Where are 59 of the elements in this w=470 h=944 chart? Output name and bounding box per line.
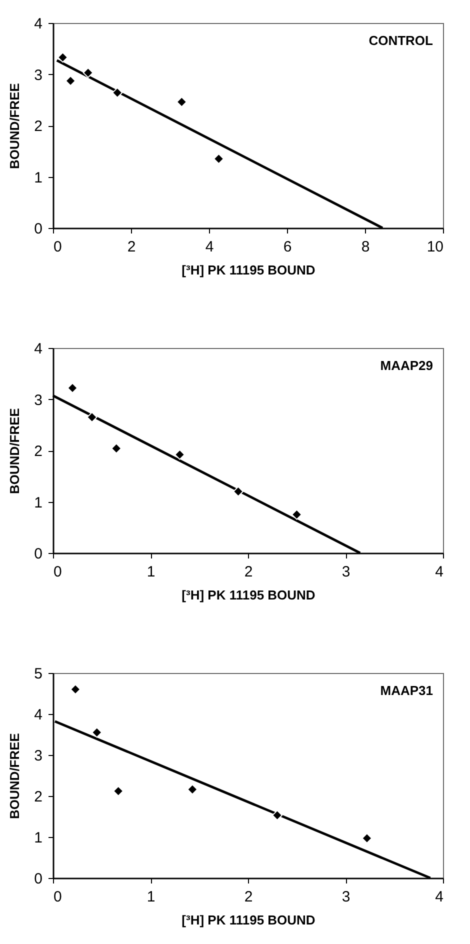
- point: [70, 684, 81, 695]
- x-tick-label: 3: [342, 564, 350, 580]
- point: [176, 96, 187, 108]
- point: [67, 382, 78, 394]
- y-tick-label: 4: [34, 16, 42, 32]
- point: [86, 412, 98, 422]
- y-tick-label: 2: [34, 118, 42, 135]
- x-tick-label: 0: [54, 238, 62, 256]
- y-tick-label: 0: [34, 546, 42, 562]
- x-tick-label: 3: [342, 888, 350, 906]
- point: [113, 786, 124, 796]
- x-tick-label: 4: [435, 564, 444, 580]
- y-tick-label: 2: [34, 788, 42, 806]
- point: [233, 486, 244, 497]
- y-axis-title: BOUND/FREE: [7, 408, 22, 494]
- y-tick-label: 3: [34, 66, 42, 84]
- point: [174, 449, 185, 460]
- annotation: MAAP29: [380, 358, 433, 373]
- y-tick-label: 4: [34, 340, 42, 358]
- x-tick-label: 2: [244, 564, 253, 580]
- y-tick-label: 0: [34, 220, 42, 238]
- point: [111, 443, 122, 454]
- x-tick-label: 10: [426, 238, 444, 256]
- y-tick-label: 1: [34, 169, 42, 186]
- y-tick-label: 1: [34, 494, 42, 512]
- point: [112, 87, 123, 98]
- x-axis-title: [³H] PK 11195 BOUND: [182, 262, 316, 278]
- annotation: CONTROL: [368, 33, 434, 48]
- x-axis-title: [³H] PK 11195 BOUND: [182, 912, 316, 928]
- x-tick-label: 4: [205, 238, 214, 256]
- y-tick-label: 1: [34, 830, 42, 846]
- point: [272, 810, 282, 821]
- x-tick-label: 0: [54, 888, 62, 906]
- point: [58, 52, 68, 63]
- x-tick-label: 8: [361, 238, 370, 256]
- y-tick-label: 3: [34, 748, 42, 764]
- y-axis-title: BOUND/FREE: [7, 732, 22, 819]
- point: [65, 76, 76, 86]
- x-tick-label: 2: [244, 888, 253, 906]
- point: [92, 727, 102, 738]
- x-tick-label: 0: [54, 564, 62, 580]
- x-tick-label: 6: [283, 238, 292, 256]
- x-tick-label: 1: [146, 564, 156, 580]
- y-tick-label: 2: [34, 443, 42, 460]
- point: [82, 67, 94, 78]
- point: [187, 784, 198, 795]
- point: [214, 154, 224, 164]
- y-tick-label: 0: [34, 870, 42, 888]
- point: [362, 832, 372, 844]
- y-tick-label: 4: [34, 706, 42, 724]
- y-tick-label: 5: [34, 666, 42, 682]
- y-tick-label: 3: [34, 392, 42, 409]
- x-tick-label: 1: [146, 888, 156, 906]
- x-tick-label: 2: [127, 238, 136, 256]
- x-axis-title: [³H] PK 11195 BOUND: [182, 588, 316, 602]
- x-tick-label: 4: [435, 888, 444, 906]
- annotation: MAAP31: [380, 683, 433, 698]
- y-axis-title: BOUND/FREE: [7, 82, 22, 169]
- point: [292, 509, 302, 520]
